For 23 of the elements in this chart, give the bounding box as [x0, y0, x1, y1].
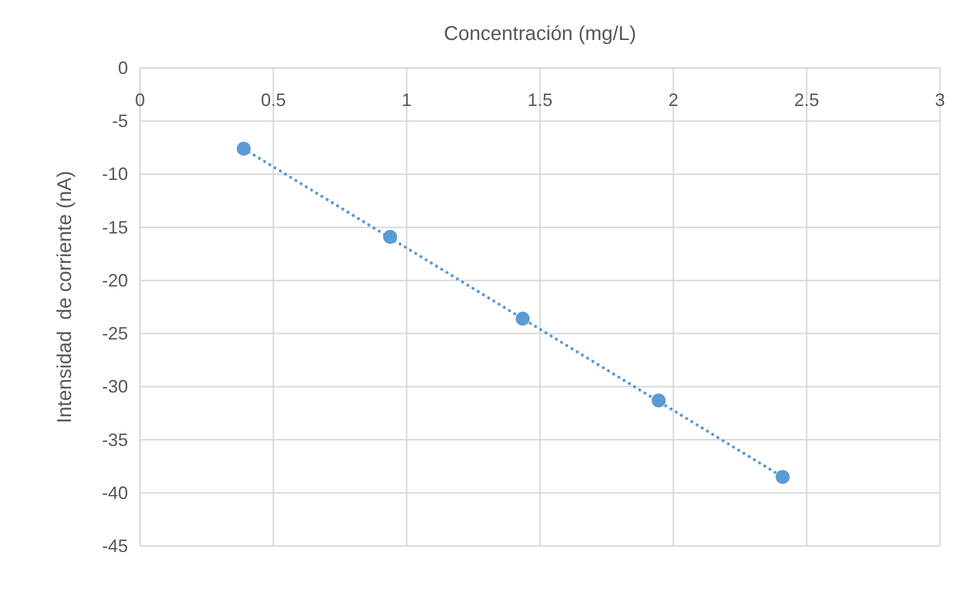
y-tick-label: -10 — [102, 164, 128, 184]
y-tick-label: -45 — [102, 536, 128, 556]
x-tick-label: 0 — [134, 90, 146, 110]
x-tick-label: 0.5 — [260, 90, 286, 110]
y-tick-label: -5 — [112, 111, 128, 132]
y-tick-label: -20 — [102, 270, 128, 290]
x-tick-label: 3 — [934, 90, 946, 110]
x-axis-title: Concentración (mg/L) — [444, 23, 636, 45]
y-tick-label: -15 — [102, 217, 128, 238]
y-tick-label: -25 — [102, 324, 128, 344]
x-tick-label: 2 — [668, 90, 678, 110]
y-tick-label: -30 — [102, 376, 128, 397]
y-axis-title: Intensidad de corriente (nA) — [54, 170, 76, 424]
y-tick-label: -40 — [102, 482, 128, 503]
y-tick-label: -35 — [102, 430, 128, 450]
point — [652, 393, 666, 408]
point — [516, 312, 530, 326]
x-tick-label: 2.5 — [794, 90, 820, 110]
point — [236, 142, 251, 156]
x-tick-label: 1.5 — [527, 90, 553, 110]
point — [776, 470, 790, 484]
x-tick-label: 1 — [402, 90, 412, 110]
y-tick-label: 0 — [118, 58, 128, 78]
